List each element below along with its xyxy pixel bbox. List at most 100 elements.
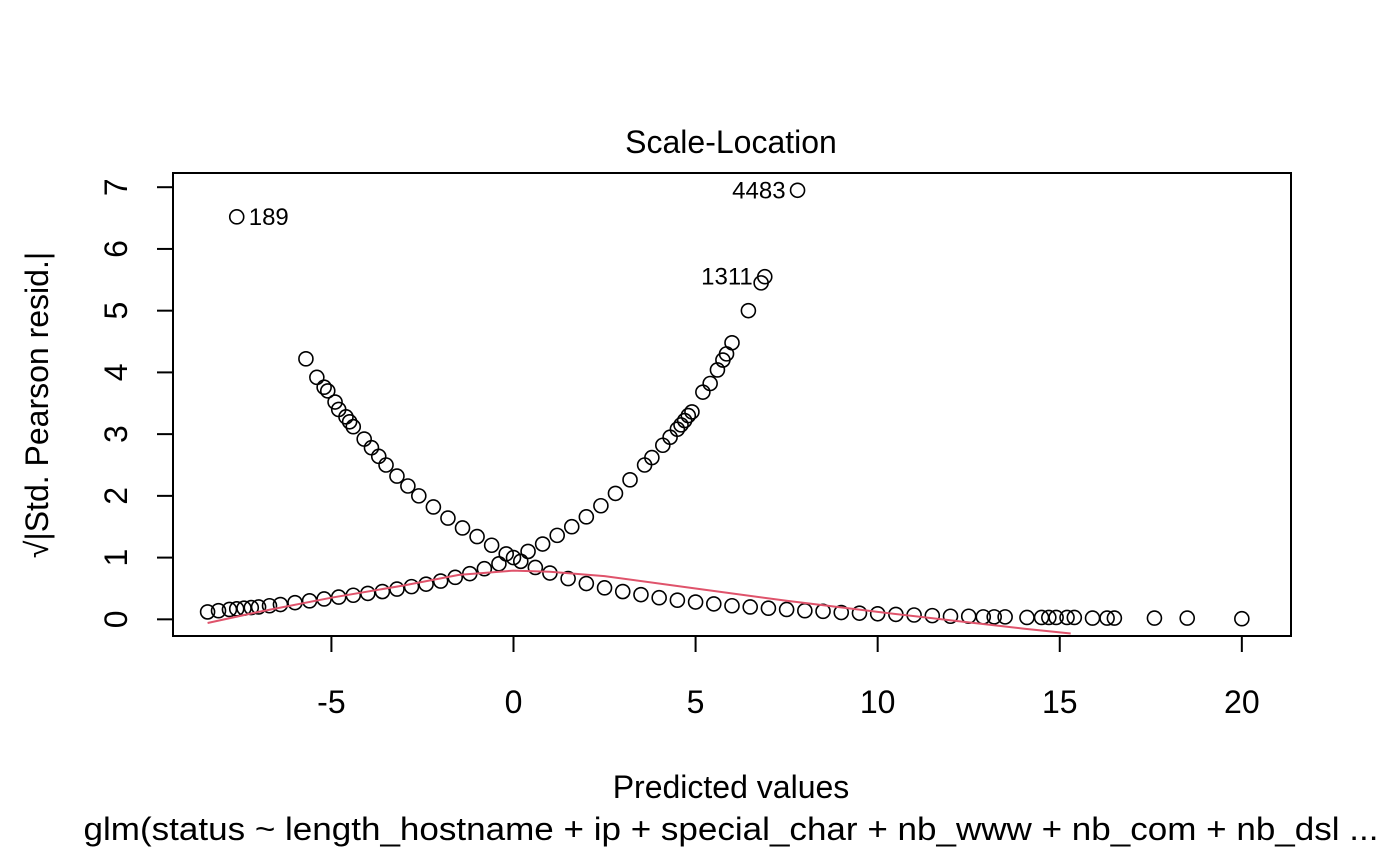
data-point	[1084, 610, 1101, 626]
data-points	[199, 182, 1250, 627]
data-point	[680, 407, 697, 424]
data-point	[724, 597, 740, 614]
data-point	[425, 499, 442, 515]
data-point	[327, 394, 343, 410]
data-point	[695, 384, 711, 400]
data-point	[319, 383, 336, 399]
data-point	[287, 594, 303, 611]
data-point	[549, 527, 565, 544]
data-point	[740, 302, 757, 319]
data-point	[389, 468, 405, 484]
data-point	[520, 543, 536, 560]
data-point	[403, 578, 420, 595]
data-point	[411, 488, 427, 504]
data-point	[869, 605, 886, 622]
y-tick-label: 7	[98, 178, 134, 196]
data-point	[1066, 609, 1083, 626]
x-axis: -5 0 5 10 15 20	[317, 635, 1260, 720]
plot-frame	[172, 172, 1292, 637]
y-axis: 0 1 2 3 4 5 6 7	[98, 178, 174, 628]
y-tick-label: 2	[98, 487, 134, 505]
data-point	[1106, 610, 1123, 626]
data-point	[563, 518, 580, 535]
model-formula-subtitle: glm(status ~ length_hostname + ip + spec…	[84, 811, 1379, 847]
data-point	[724, 334, 740, 351]
data-point	[687, 594, 704, 610]
smoother-line-group	[207, 569, 1071, 635]
data-point	[1019, 609, 1035, 626]
point-annotation-label: 189	[249, 204, 289, 231]
data-point	[527, 559, 544, 576]
data-point	[1146, 610, 1163, 626]
data-point	[596, 580, 613, 596]
data-point	[316, 379, 332, 396]
data-point	[705, 596, 722, 612]
x-axis-label: Predicted values	[613, 769, 850, 805]
data-point	[1041, 609, 1057, 626]
point-annotations: 189 4483 1311	[249, 177, 786, 290]
data-point	[644, 449, 660, 466]
data-point	[924, 607, 941, 624]
x-tick-label: 5	[687, 684, 705, 720]
data-point	[1179, 610, 1196, 626]
data-point	[560, 570, 576, 587]
y-tick-label: 6	[98, 240, 134, 258]
point-annotation-label: 4483	[732, 177, 785, 204]
data-point	[389, 581, 405, 597]
data-point	[797, 602, 813, 619]
data-point	[673, 417, 689, 433]
x-tick-label: 0	[505, 684, 523, 720]
x-tick-label: 10	[860, 684, 896, 720]
data-point	[432, 573, 449, 589]
data-point	[440, 510, 456, 526]
data-point	[363, 439, 380, 456]
data-point	[789, 182, 806, 199]
data-point	[655, 437, 671, 454]
data-point	[756, 268, 773, 285]
data-point	[360, 585, 376, 602]
data-point	[669, 592, 686, 608]
data-point	[199, 604, 216, 620]
y-axis-label: √|Std. Pearson resid.|	[19, 252, 55, 558]
data-point	[370, 448, 387, 465]
y-tick-label: 1	[98, 549, 134, 567]
data-point	[593, 497, 609, 514]
data-point	[669, 421, 686, 437]
data-point	[341, 413, 358, 430]
data-point	[851, 605, 868, 621]
data-point	[684, 404, 700, 420]
data-point	[261, 597, 278, 614]
data-point	[833, 604, 850, 621]
data-point	[210, 602, 227, 619]
data-point	[534, 536, 551, 552]
data-point	[986, 609, 1003, 625]
data-point	[607, 485, 624, 502]
x-tick-label: 20	[1224, 684, 1260, 720]
data-point	[418, 576, 434, 592]
data-point	[997, 609, 1013, 625]
data-point	[760, 600, 777, 617]
y-tick-label: 4	[98, 364, 134, 382]
data-point	[498, 546, 515, 562]
data-point	[356, 431, 372, 447]
data-point	[942, 608, 959, 625]
data-point	[250, 599, 267, 615]
point-annotation-label: 1311	[701, 264, 753, 291]
x-tick-label: 15	[1042, 684, 1078, 720]
smoother-line	[207, 569, 1071, 635]
data-point	[309, 369, 325, 386]
data-point	[378, 457, 394, 473]
data-point	[476, 560, 493, 577]
data-point	[374, 583, 391, 600]
data-point	[505, 549, 522, 566]
data-point	[1234, 610, 1250, 627]
data-point	[622, 472, 638, 488]
data-point	[742, 599, 759, 615]
y-tick-label: 0	[98, 610, 134, 628]
data-point	[633, 586, 649, 603]
data-point	[578, 575, 595, 592]
data-point	[400, 478, 416, 494]
data-point	[491, 555, 507, 572]
data-point	[469, 528, 485, 545]
